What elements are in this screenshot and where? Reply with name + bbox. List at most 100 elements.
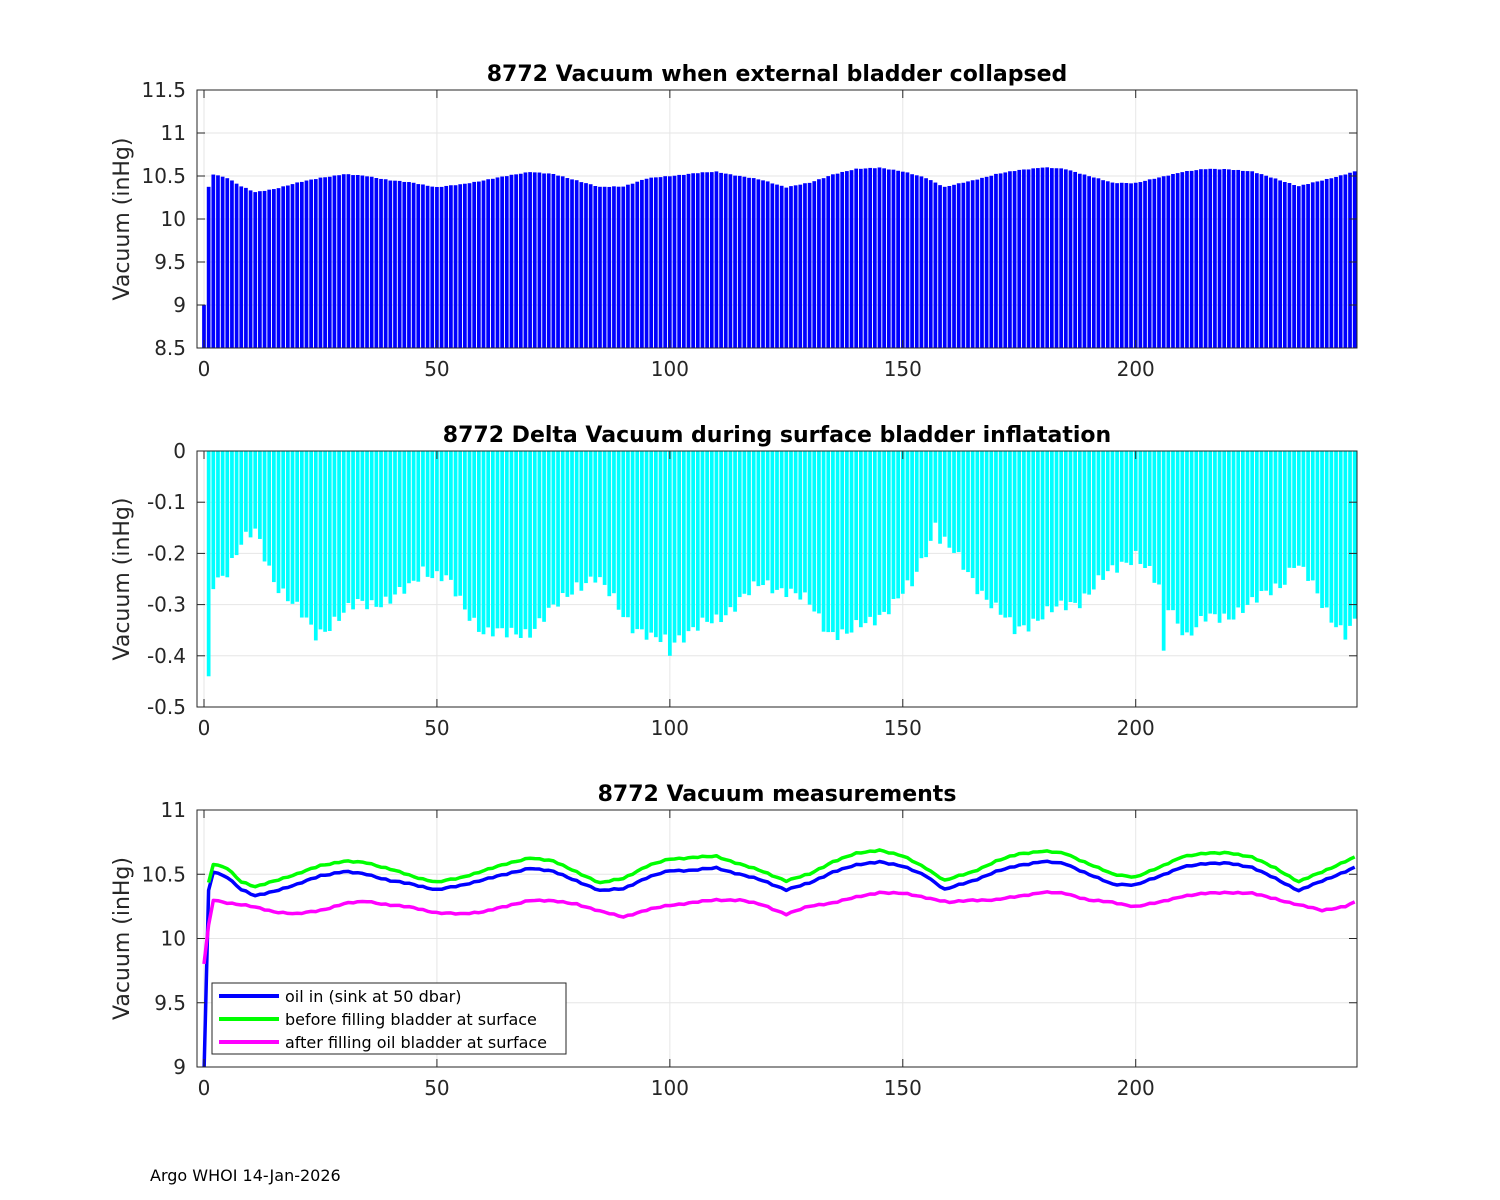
panel2-bar-12: [258, 451, 262, 539]
panel1-bar-65: [504, 176, 509, 348]
panel1-xtick-label-50: 50: [424, 357, 449, 381]
panel1-bar-2: [211, 174, 216, 348]
panel1-bar-132: [817, 179, 821, 348]
panel2-bar-97: [654, 451, 658, 638]
panel2-bar-159: [942, 451, 947, 537]
panel2-bar-204: [1152, 451, 1157, 583]
panel2-bar-56: [463, 451, 467, 610]
panel1-bar-155: [924, 178, 928, 348]
panel1-bar-110: [714, 171, 719, 348]
panel3-xtick-label-50: 50: [424, 1076, 449, 1100]
panel1-bar-137: [840, 171, 845, 348]
panel1-bar-95: [644, 178, 649, 348]
panel2-bar-35: [365, 451, 369, 610]
panel2-bar-7: [234, 451, 239, 556]
panel2-bar-78: [565, 451, 570, 597]
panel1-bar-76: [556, 175, 560, 348]
legend-label-2: before filling bladder at surface: [285, 1010, 537, 1029]
panel1-ytick-label-9.5: 9.5: [154, 250, 186, 274]
panel1-bar-224: [1245, 171, 1250, 348]
panel1-bar-45: [411, 182, 416, 348]
panel1-bar-20: [295, 182, 300, 348]
panel2-bar-1: [206, 451, 211, 677]
panel2-bar-209: [1175, 451, 1180, 624]
panel1-bar-14: [267, 189, 272, 348]
panel2-bar-219: [1222, 451, 1227, 614]
panel1-bar-17: [281, 186, 286, 348]
panel1-bar-153: [914, 175, 919, 348]
panel1-bar-107: [700, 172, 705, 348]
panel1-bar-169: [989, 175, 994, 348]
panel1-bar-101: [672, 175, 677, 348]
panel1-bar-139: [849, 170, 854, 348]
panel2-bar-203: [1147, 451, 1152, 566]
panel2-bar-160: [947, 451, 952, 548]
panel2-ytick-label--0.5: -0.5: [147, 695, 186, 719]
panel2-bar-218: [1217, 451, 1222, 623]
panel2-bar-87: [607, 451, 612, 597]
panel1-bar-120: [761, 180, 765, 348]
panel1-bar-175: [1017, 169, 1022, 348]
panel2-bar-188: [1077, 451, 1082, 609]
panel1-ytick-label-11.5: 11.5: [141, 78, 186, 102]
panel1-bar-236: [1301, 184, 1306, 348]
panel2-bar-63: [495, 451, 500, 629]
panel2-bar-15: [272, 451, 276, 583]
panel1-bar-221: [1231, 170, 1236, 348]
panel1-bar-50: [435, 186, 439, 348]
panel1-bar-44: [407, 182, 411, 348]
panel2-bar-86: [602, 451, 607, 585]
panel1-bar-93: [635, 181, 640, 348]
panel2-bar-41: [393, 451, 397, 595]
panel2-bar-29: [337, 451, 341, 621]
panel2-bar-14: [267, 451, 272, 566]
panel2-bar-72: [537, 451, 542, 619]
panel1-bar-241: [1324, 178, 1329, 348]
panel2-bar-233: [1287, 451, 1292, 568]
panel2-bar-39: [383, 451, 388, 597]
panel1-bar-172: [1003, 172, 1008, 348]
panel1-bar-12: [258, 191, 262, 348]
panel1-bar-19: [290, 184, 295, 348]
panel2-bar-103: [681, 451, 686, 643]
panel2-bar-91: [626, 451, 630, 618]
panel1-bar-207: [1166, 175, 1171, 348]
panel2-bar-150: [900, 451, 905, 594]
panel1-bar-29: [337, 175, 341, 348]
panel1-bar-75: [551, 173, 556, 348]
panel2-bar-165: [970, 451, 975, 579]
panel2-bar-117: [747, 451, 751, 596]
panel1-bar-198: [1124, 183, 1129, 348]
panel2-bar-44: [407, 451, 411, 584]
panel2-xtick-label-200: 200: [1117, 716, 1155, 740]
panel1-bar-126: [789, 186, 793, 348]
panel1-bar-159: [942, 186, 947, 348]
panel2-bar-212: [1189, 451, 1194, 636]
panel2-bar-76: [556, 451, 560, 607]
panel1-bar-199: [1129, 183, 1133, 348]
panel2-bar-52: [444, 451, 449, 576]
panel2-bar-75: [551, 451, 556, 605]
panel1-bar-47: [421, 184, 425, 348]
panel2-bar-181: [1045, 451, 1050, 607]
panel1-bar-210: [1180, 172, 1185, 348]
panel1-bar-190: [1087, 176, 1091, 348]
panel1-xtick-label-100: 100: [651, 357, 689, 381]
panel2-bar-83: [588, 451, 593, 577]
panel1-bar-22: [304, 180, 309, 348]
panel1-bar-66: [509, 174, 514, 348]
panel2-axes-box: [196, 450, 1358, 708]
panel2-bar-185: [1063, 451, 1068, 611]
panel3-xtick-label-200: 200: [1117, 1076, 1155, 1100]
panel2-bar-6: [230, 451, 234, 558]
panel2-bar-187: [1073, 451, 1078, 603]
panel1-bar-102: [677, 174, 682, 348]
panel1-bar-134: [826, 176, 831, 348]
panel2-bar-132: [817, 451, 821, 614]
panel1-bar-21: [299, 181, 304, 348]
panel1-bar-191: [1091, 177, 1096, 348]
panel1-bar-121: [765, 181, 770, 348]
panel1-bar-174: [1012, 171, 1017, 348]
panel1-title: 8772 Vacuum when external bladder collap…: [487, 62, 1068, 87]
